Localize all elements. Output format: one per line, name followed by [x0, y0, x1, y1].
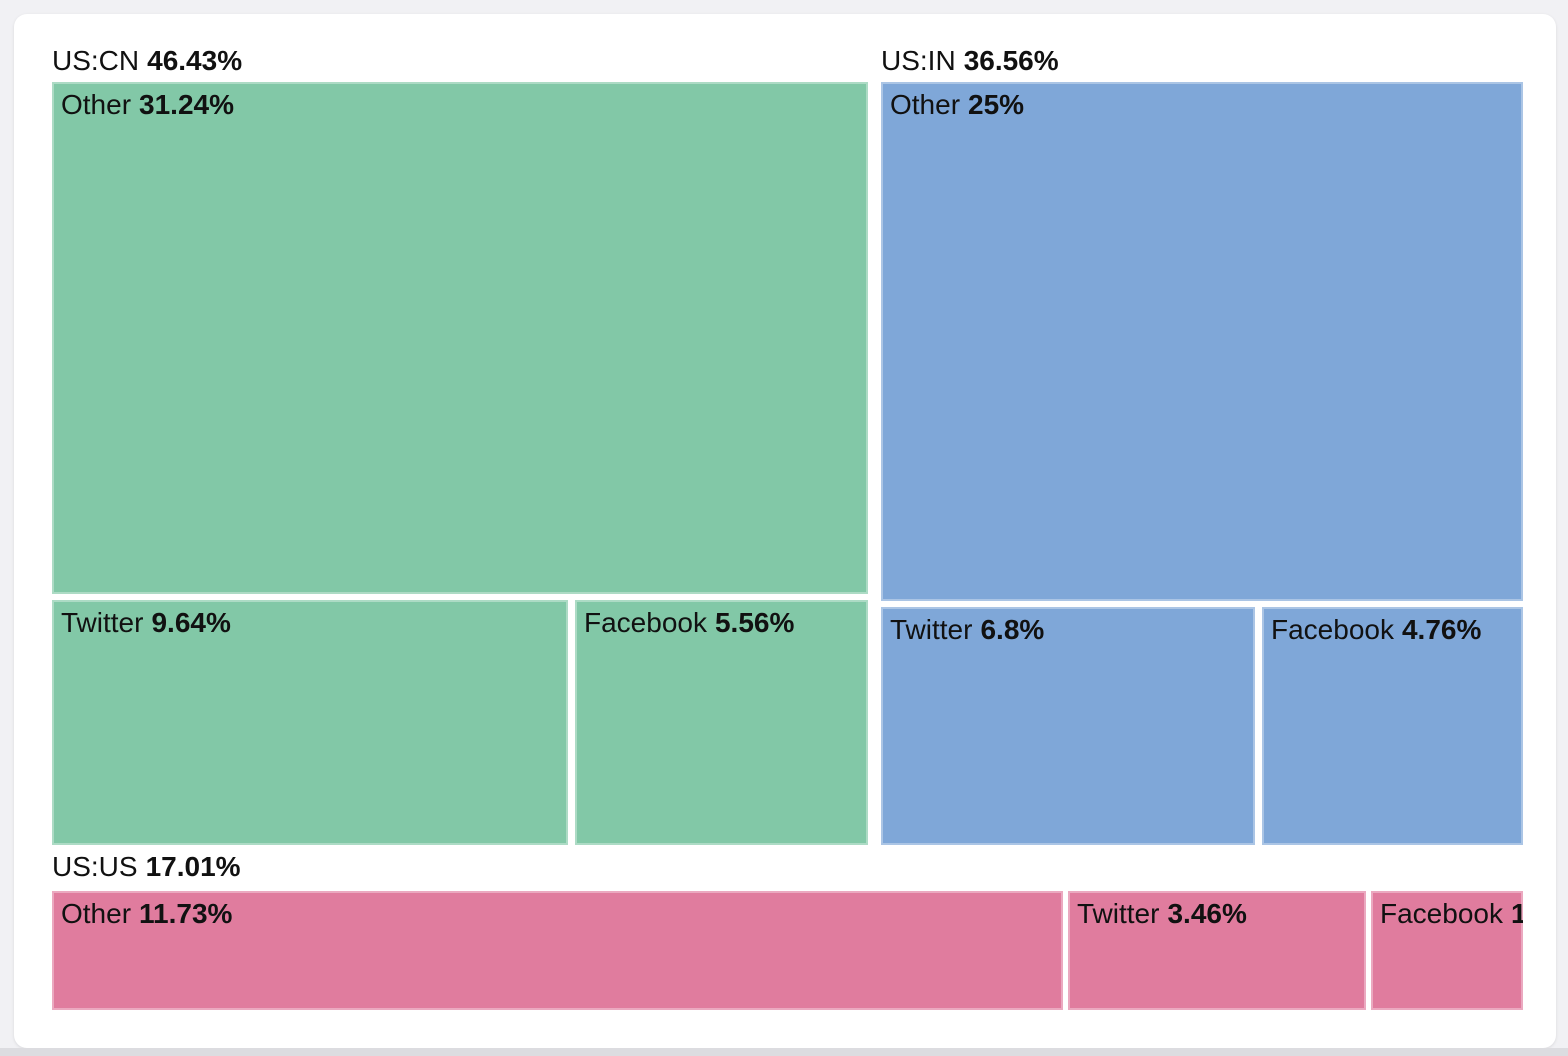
window-bottom-edge — [0, 1048, 1568, 1056]
treemap-card: US:CN 46.43% Other 31.24% Twitter 9.64% Fac… — [14, 14, 1556, 1048]
group-label: US:CN — [52, 45, 140, 76]
cell-value: 25% — [968, 89, 1025, 120]
cell-label: Other — [61, 89, 132, 120]
cell-label: Facebook — [584, 607, 707, 638]
cell-value: 31.24% — [139, 89, 234, 120]
group-header-us-cn: US:CN 46.43% — [52, 44, 242, 78]
treemap-cell-us-cn-facebook[interactable]: Facebook 5.56% — [575, 600, 868, 845]
cell-label: Twitter — [1077, 898, 1160, 929]
group-label: US:IN — [881, 45, 956, 76]
cell-label: Twitter — [890, 614, 973, 645]
treemap-cell-us-us-other[interactable]: Other 11.73% — [52, 891, 1063, 1010]
cell-value: 11.73% — [139, 898, 233, 929]
treemap-cell-us-us-twitter[interactable]: Twitter 3.46% — [1068, 891, 1366, 1010]
cell-value: 4.76% — [1401, 614, 1482, 645]
cell-label: Twitter — [61, 607, 144, 638]
cell-value: 5.56% — [714, 607, 795, 638]
treemap-cell-us-cn-other[interactable]: Other 31.24% — [52, 82, 868, 594]
group-value: 36.56% — [963, 45, 1059, 76]
cell-label: Facebook — [1380, 898, 1503, 929]
cell-value: 9.64% — [151, 607, 231, 638]
group-header-us-in: US:IN 36.56% — [881, 44, 1059, 78]
cell-label: Other — [890, 89, 961, 120]
group-value: 46.43% — [147, 45, 243, 76]
cell-value: 6.8% — [980, 614, 1045, 645]
treemap-cell-us-in-twitter[interactable]: Twitter 6.8% — [881, 607, 1255, 845]
group-value: 17.01% — [145, 851, 241, 882]
treemap-cell-us-cn-twitter[interactable]: Twitter 9.64% — [52, 600, 568, 845]
treemap-cell-us-us-facebook[interactable]: Facebook 1.81% — [1371, 891, 1523, 1010]
group-header-us-us: US:US 17.01% — [52, 850, 241, 884]
group-label: US:US — [52, 851, 138, 882]
treemap-cell-us-in-facebook[interactable]: Facebook 4.76% — [1262, 607, 1523, 845]
cell-value: 1.81% — [1510, 898, 1523, 929]
cell-label: Facebook — [1271, 614, 1394, 645]
cell-value: 3.46% — [1167, 898, 1247, 929]
cell-label: Other — [61, 898, 132, 929]
treemap-cell-us-in-other[interactable]: Other 25% — [881, 82, 1523, 601]
